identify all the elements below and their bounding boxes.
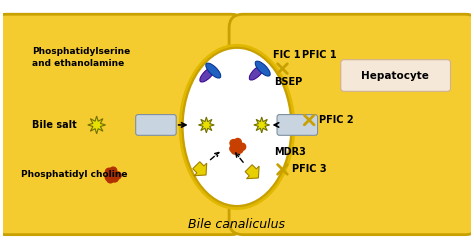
Circle shape (107, 176, 114, 183)
Ellipse shape (200, 67, 215, 82)
Polygon shape (193, 162, 207, 176)
Circle shape (105, 174, 112, 181)
Text: Phosphatidyl choline: Phosphatidyl choline (20, 170, 127, 179)
Text: Bile canaliculus: Bile canaliculus (189, 218, 285, 231)
FancyBboxPatch shape (341, 60, 450, 91)
Ellipse shape (179, 44, 295, 210)
Polygon shape (88, 116, 106, 134)
Ellipse shape (249, 65, 264, 80)
Text: PFIC 2: PFIC 2 (319, 115, 354, 125)
Circle shape (236, 146, 243, 153)
Text: Hepatocyte: Hepatocyte (361, 71, 429, 81)
Circle shape (111, 175, 118, 182)
Ellipse shape (182, 48, 292, 206)
Circle shape (109, 167, 117, 174)
Text: PFIC 1: PFIC 1 (302, 50, 337, 60)
Ellipse shape (255, 61, 270, 76)
Circle shape (109, 174, 114, 179)
FancyBboxPatch shape (136, 114, 176, 135)
Text: FIC 1: FIC 1 (273, 50, 300, 60)
Circle shape (105, 168, 112, 175)
Circle shape (230, 145, 237, 152)
Text: Phosphatidylserine
and ethanolamine: Phosphatidylserine and ethanolamine (32, 47, 131, 68)
Text: BSEP: BSEP (274, 78, 303, 87)
Circle shape (114, 172, 121, 179)
Text: MDR3: MDR3 (274, 147, 306, 157)
Circle shape (238, 143, 246, 150)
Ellipse shape (206, 63, 221, 78)
Ellipse shape (182, 48, 292, 206)
Polygon shape (245, 165, 259, 179)
Circle shape (230, 140, 237, 147)
Polygon shape (199, 117, 214, 133)
Circle shape (231, 147, 238, 154)
Circle shape (234, 138, 241, 146)
Text: PFIC 3: PFIC 3 (292, 164, 327, 174)
Circle shape (233, 145, 239, 150)
FancyBboxPatch shape (0, 14, 245, 235)
FancyBboxPatch shape (277, 114, 318, 135)
Polygon shape (254, 117, 270, 133)
FancyBboxPatch shape (229, 14, 474, 235)
Text: Bile salt: Bile salt (32, 120, 77, 130)
